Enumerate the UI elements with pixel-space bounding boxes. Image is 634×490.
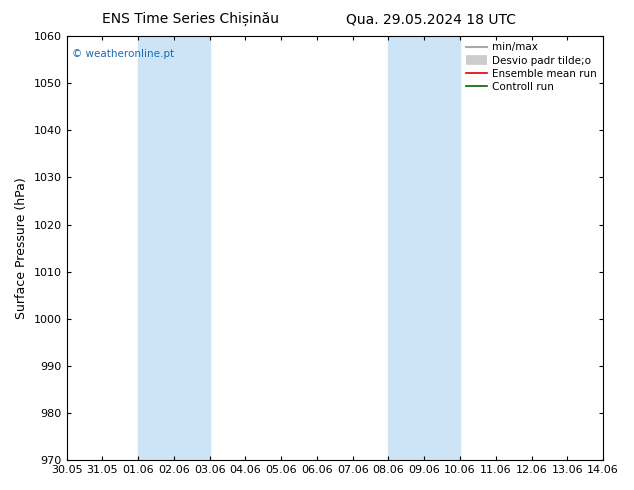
Text: Qua. 29.05.2024 18 UTC: Qua. 29.05.2024 18 UTC xyxy=(346,12,516,26)
Text: ENS Time Series Chișinău: ENS Time Series Chișinău xyxy=(101,12,279,26)
Text: © weatheronline.pt: © weatheronline.pt xyxy=(72,49,174,59)
Legend: min/max, Desvio padr tilde;o, Ensemble mean run, Controll run: min/max, Desvio padr tilde;o, Ensemble m… xyxy=(462,38,601,96)
Y-axis label: Surface Pressure (hPa): Surface Pressure (hPa) xyxy=(15,177,28,319)
Bar xyxy=(138,36,210,460)
Bar xyxy=(389,36,460,460)
